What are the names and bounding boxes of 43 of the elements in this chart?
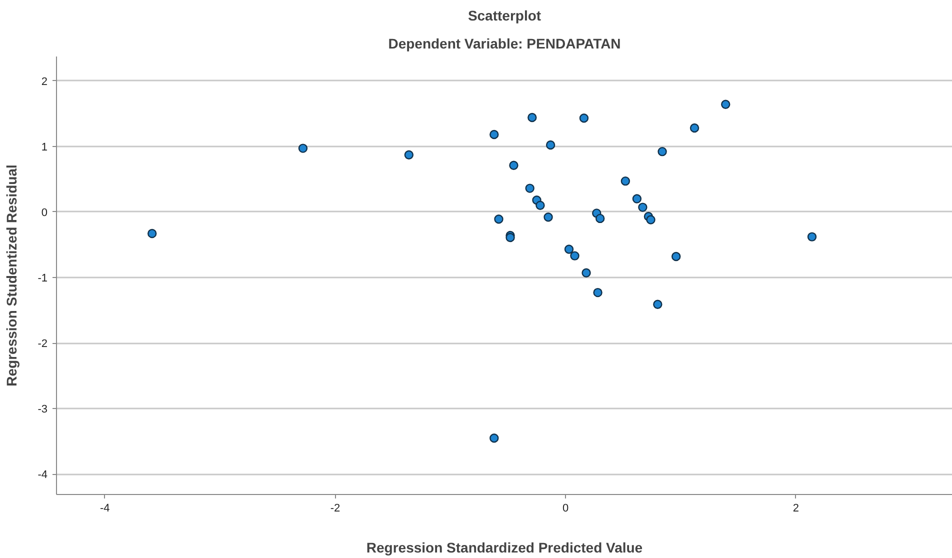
point [494, 214, 504, 224]
point [807, 232, 817, 242]
chart-subtitle: Dependent Variable: PENDAPATAN [388, 36, 621, 52]
point [638, 202, 648, 212]
y-axis-title: Regression Studentized Residual [4, 164, 20, 386]
point [721, 100, 730, 109]
point [672, 252, 681, 262]
point [490, 130, 499, 140]
y-tick-label: 0 [41, 206, 48, 219]
y-tick-label: -1 [38, 272, 48, 284]
x-tick-label: 0 [562, 502, 569, 514]
point [620, 176, 630, 186]
point [404, 150, 414, 160]
point [658, 146, 667, 156]
point [582, 268, 591, 278]
x-axis-title: Regression Standardized Predicted Value [366, 540, 643, 556]
y-tick-label: 1 [41, 141, 48, 154]
x-tick-label: -2 [330, 502, 340, 514]
point [147, 228, 157, 238]
point [490, 434, 499, 443]
point [632, 194, 642, 204]
point [570, 251, 580, 260]
point [536, 200, 545, 210]
point [564, 244, 574, 254]
point [509, 160, 518, 170]
point [690, 123, 700, 133]
point [646, 215, 656, 224]
point [525, 184, 534, 193]
x-tick-label: 2 [792, 502, 799, 514]
y-tick-label: -4 [38, 469, 48, 482]
chart-title: Scatterplot [468, 8, 542, 24]
x-tick-label: -4 [100, 502, 110, 514]
point [579, 114, 589, 123]
point [528, 112, 537, 122]
y-tick-label: -3 [38, 404, 48, 416]
point [653, 300, 662, 309]
point [544, 212, 553, 222]
y-tick-label: 2 [41, 76, 48, 88]
point [593, 288, 602, 298]
y-tick-label: -2 [38, 338, 48, 350]
point [546, 140, 556, 150]
point [298, 144, 308, 153]
point [595, 214, 605, 224]
